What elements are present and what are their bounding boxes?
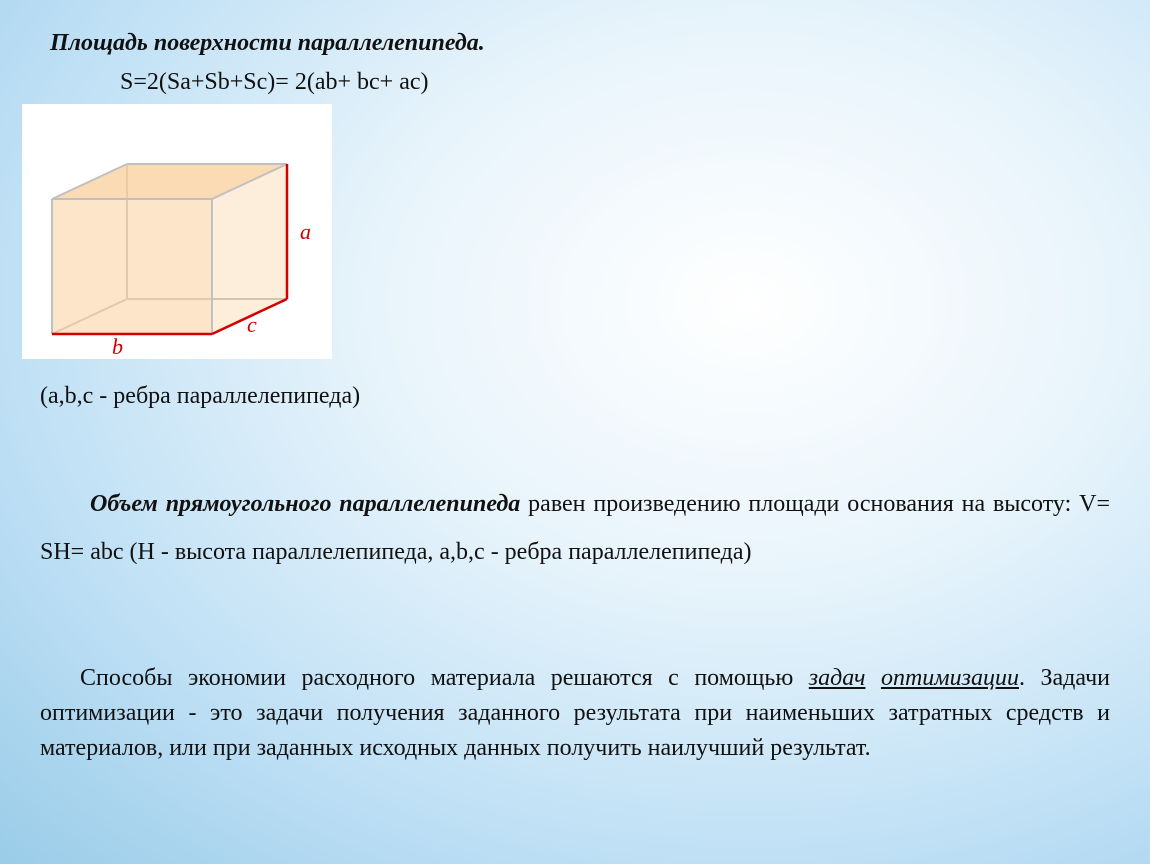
- methods-u2: оптимизации: [881, 665, 1019, 691]
- methods-paragraph: Способы экономии расходного материала ре…: [40, 661, 1110, 765]
- label-a: a: [300, 219, 311, 244]
- label-c: c: [247, 312, 257, 337]
- label-b: b: [112, 334, 123, 359]
- methods-pre: Способы экономии расходного материала ре…: [80, 665, 809, 691]
- methods-space: [865, 665, 881, 691]
- volume-paragraph: Объем прямоугольного параллелепипеда рав…: [40, 480, 1110, 576]
- section-title: Площадь поверхности параллелепипеда.: [50, 30, 1110, 57]
- methods-u1: задач: [809, 665, 866, 691]
- edges-note: (a,b,c - ребра параллелепипеда): [40, 383, 1110, 410]
- volume-lead: Объем прямоугольного параллелепипеда: [90, 491, 520, 517]
- cuboid-diagram: a b c: [22, 104, 332, 359]
- face-front: [52, 199, 212, 334]
- surface-area-formula: S=2(Sa+Sb+Sc)= 2(ab+ bc+ ac): [120, 69, 1110, 96]
- cuboid-svg: a b c: [22, 104, 332, 359]
- slide: Площадь поверхности параллелепипеда. S=2…: [0, 0, 1150, 765]
